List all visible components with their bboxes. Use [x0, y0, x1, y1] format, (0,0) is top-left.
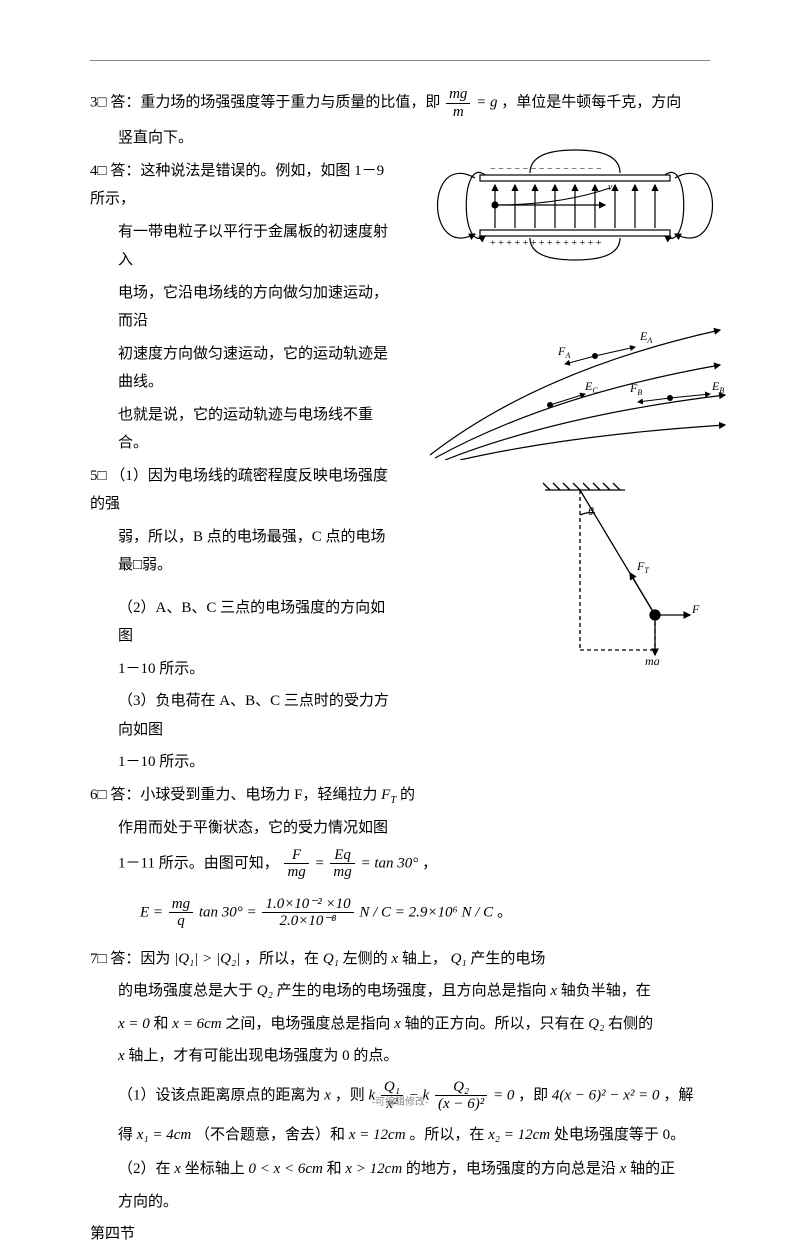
q6-frac2: Eq mg: [330, 847, 354, 881]
q4-l4: 初速度方向做匀速运动，它的运动轨迹是曲线。: [90, 340, 390, 397]
q4-l2: 有一带电粒子以平行于金属板的初速度射入: [90, 218, 390, 275]
section-4: 第四节: [90, 1220, 710, 1249]
q6-label: 6□: [90, 787, 107, 803]
q7-l3: x = 0 和 x = 6cm 之间，电场强度总是指向 x 轴的正方向。所以，只…: [90, 1010, 710, 1039]
q5-label: 5□: [90, 468, 107, 484]
q6-l3: 1－11 所示。由图可知， F mg = Eq mg = tan 30° ，: [90, 847, 510, 881]
svg-text:EB: EB: [711, 379, 724, 395]
svg-text:v: v: [608, 182, 613, 193]
figure-1-11: θ FT F mg: [525, 475, 705, 665]
q5-p2a: （2）A、B、C 三点的电场强度的方向如图: [90, 594, 390, 651]
q6-l1a: 答：小球受到重力、电场力 F，轻绳拉力: [110, 787, 377, 803]
svg-text:FT: FT: [636, 559, 649, 575]
q6-l2: 作用而处于平衡状态，它的受力情况如图: [90, 814, 490, 843]
svg-text:mg: mg: [645, 654, 660, 665]
question-3: 3□ 答：重力场的场强强度等于重力与质量的比值，即 mg m = g ，单位是牛…: [90, 86, 710, 120]
svg-text:− − − − − − − − − − − − − −: − − − − − − − − − − − − − −: [490, 164, 602, 175]
q7-sub3: （2）在 x 坐标轴上 0 < x < 6cm 和 x > 12cm 的地方，电…: [90, 1155, 710, 1184]
svg-text:F: F: [691, 602, 700, 616]
q4-l1: 答：这种说法是错误的。例如，如图 1－9 所示，: [90, 163, 384, 208]
q7-l4: x 轴上，才有可能出现电场强度为 0 的点。: [90, 1042, 710, 1071]
q5-p2b: 1－10 所示。: [90, 655, 390, 684]
svg-text:EA: EA: [639, 329, 652, 345]
q3-label: 3□: [90, 94, 107, 110]
svg-text:FB: FB: [629, 381, 642, 397]
q6-FT: FT: [381, 787, 396, 803]
q3-prefix: 答：重力场的场强强度等于重力与质量的比值，即: [110, 94, 440, 110]
question-6: 6□ 答：小球受到重力、电场力 F，轻绳拉力 FT 的: [90, 781, 490, 811]
q3-fraction: mg m: [446, 86, 470, 120]
svg-text:+ + + + + + + + + + + + + +: + + + + + + + + + + + + + +: [490, 238, 602, 249]
q5-p3b: 1－10 所示。: [90, 748, 390, 777]
svg-text:EC: EC: [584, 379, 598, 395]
figure-1-10: EA FA EB FB EC: [420, 310, 730, 460]
q5-p3a: （3）负电荷在 A、B、C 三点时的受力方向如图: [90, 687, 390, 744]
svg-text:θ: θ: [588, 504, 594, 518]
q6-l1b: 的: [400, 787, 415, 803]
q5-p1b: 弱，所以，B 点的电场最强，C 点的电场最□弱。: [90, 523, 390, 580]
top-rule: [90, 60, 710, 61]
q6-eq2: E = mg q tan 30° = 1.0×10⁻² ×10 2.0×10⁻⁸…: [90, 896, 710, 930]
figure-1-9: − − − − − − − − − − − − − − + + + + + + …: [430, 140, 720, 270]
question-4: 4□ 答：这种说法是错误的。例如，如图 1－9 所示，: [90, 157, 390, 214]
question-7: 7□ 答：因为 |Q₁| > |Q₂| ，所以，在 Q₁ 左侧的 x 轴上， Q…: [90, 945, 710, 974]
q3-suffix-1: ，单位是牛顿每千克，方向: [501, 94, 681, 110]
q3-eq: = g: [476, 94, 497, 110]
svg-text:FA: FA: [557, 344, 570, 360]
q7-l2: 的电场强度总是大于 Q₂ 产生的电场的电场强度，且方向总是指向 x 轴负半轴，在: [90, 977, 710, 1006]
q4-l5: 也就是说，它的运动轨迹与电场线不重合。: [90, 401, 390, 458]
q6-frac1: F mg: [284, 847, 308, 881]
q4-label: 4□: [90, 163, 107, 179]
footer-text: -可编辑修改-: [0, 1093, 800, 1112]
q7-label: 7□: [90, 951, 107, 967]
q7-sub2: 得 x₁ = 4cm （不合题意，舍去）和 x = 12cm 。所以，在 x₂ …: [90, 1121, 710, 1150]
q7-sub3f: 方向的。: [90, 1188, 710, 1217]
question-5: 5□ （1）因为电场线的疏密程度反映电场强度的强: [90, 462, 390, 519]
q5-p1a: （1）因为电场线的疏密程度反映电场强度的强: [90, 468, 388, 513]
q4-l3: 电场，它沿电场线的方向做匀加速运动，而沿: [90, 279, 390, 336]
